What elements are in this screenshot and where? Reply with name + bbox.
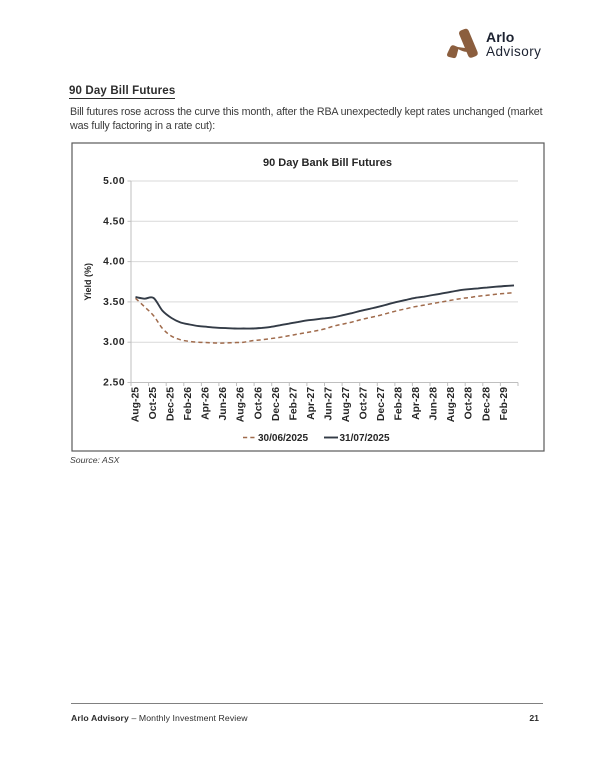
svg-text:Dec-25: Dec-25 [166, 387, 177, 421]
svg-text:Feb-26: Feb-26 [183, 387, 194, 421]
svg-text:Dec-28: Dec-28 [481, 387, 492, 421]
svg-text:4.00: 4.00 [103, 257, 125, 268]
svg-text:Yield (%): Yield (%) [83, 263, 93, 301]
svg-text:Oct-28: Oct-28 [464, 387, 475, 420]
svg-text:Feb-27: Feb-27 [288, 387, 299, 421]
svg-text:Aug-25: Aug-25 [131, 387, 142, 422]
svg-text:4.50: 4.50 [103, 216, 125, 227]
svg-text:Jun-28: Jun-28 [429, 387, 440, 421]
svg-text:Jun-27: Jun-27 [323, 387, 334, 421]
svg-text:Dec-26: Dec-26 [271, 387, 282, 421]
svg-text:2.50: 2.50 [103, 378, 125, 389]
svg-text:Dec-27: Dec-27 [376, 387, 387, 421]
svg-text:Jun-26: Jun-26 [218, 387, 229, 421]
svg-text:Aug-26: Aug-26 [236, 387, 247, 422]
svg-text:30/06/2025: 30/06/2025 [258, 433, 308, 444]
svg-text:Feb-28: Feb-28 [394, 387, 405, 421]
svg-text:Aug-27: Aug-27 [341, 387, 352, 422]
svg-text:Apr-27: Apr-27 [306, 387, 317, 420]
svg-text:90 Day Bank Bill Futures: 90 Day Bank Bill Futures [263, 157, 392, 169]
svg-text:Feb-29: Feb-29 [499, 387, 510, 421]
svg-text:Apr-26: Apr-26 [201, 387, 212, 420]
svg-text:Apr-28: Apr-28 [411, 387, 422, 420]
svg-text:3.00: 3.00 [103, 337, 125, 348]
svg-text:Aug-28: Aug-28 [446, 387, 457, 422]
svg-text:5.00: 5.00 [103, 176, 125, 187]
svg-text:3.50: 3.50 [103, 297, 125, 308]
svg-text:Oct-26: Oct-26 [253, 387, 264, 420]
svg-text:31/07/2025: 31/07/2025 [340, 433, 390, 444]
svg-text:Oct-27: Oct-27 [359, 387, 370, 420]
svg-text:Oct-25: Oct-25 [148, 387, 159, 420]
